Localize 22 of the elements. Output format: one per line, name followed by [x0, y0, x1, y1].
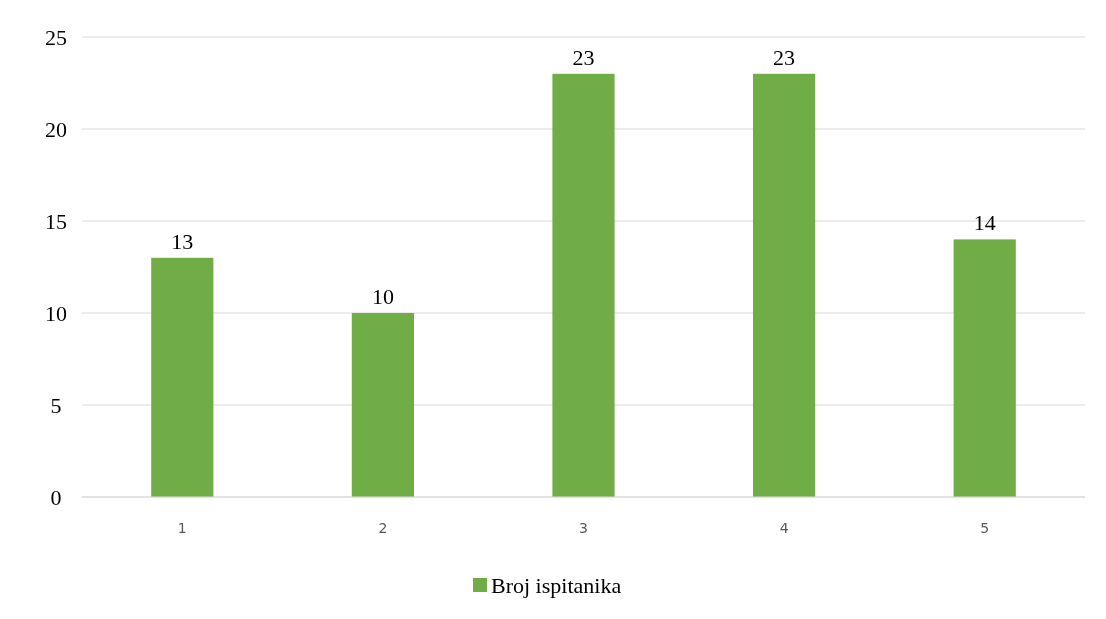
data-label: 14 [973, 210, 996, 236]
bar [753, 73, 816, 497]
y-tick-label: 25 [45, 24, 67, 50]
y-tick-label: 5 [50, 392, 62, 418]
x-tick-label: 3 [579, 520, 588, 536]
data-label: 23 [773, 44, 796, 70]
data-label: 23 [572, 44, 595, 70]
bar [351, 313, 414, 497]
x-tick-label: 1 [177, 520, 187, 536]
bar [552, 73, 615, 497]
y-tick-label: 20 [45, 116, 67, 142]
bar [953, 239, 1016, 497]
x-tick-label: 4 [779, 520, 789, 536]
y-tick-label: 10 [45, 300, 67, 326]
x-tick-label: 2 [378, 520, 388, 536]
y-tick-label: 15 [45, 208, 67, 234]
legend-label: Broj ispitanika [491, 572, 622, 598]
x-tick-label: 5 [980, 520, 990, 536]
data-label: 10 [371, 284, 394, 309]
data-label: 13 [171, 228, 194, 254]
y-tick-label: 0 [50, 484, 62, 510]
bar [151, 257, 214, 497]
